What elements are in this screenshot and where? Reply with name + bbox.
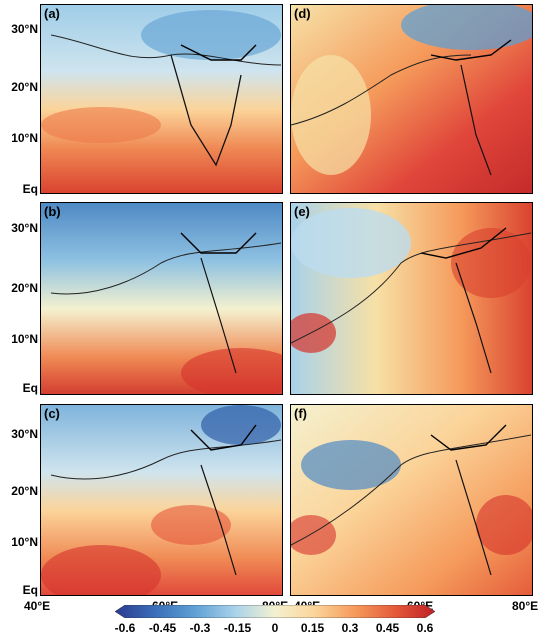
xtick-label: 80°E — [512, 599, 539, 613]
colorbar-tick-label: -0.45 — [148, 621, 177, 635]
colorbar-tick-label: 0.15 — [300, 621, 325, 635]
map-panel-c: (c) — [40, 404, 283, 596]
ytick-label: Eq — [22, 381, 38, 395]
ytick-label: 10°N — [11, 535, 38, 549]
map-panel-e: (e) — [290, 202, 533, 395]
colorbar-tick-label: 0.3 — [341, 621, 359, 635]
ytick-label: 20°N — [11, 484, 38, 498]
ytick-label: 10°N — [11, 332, 38, 346]
map-panel-b: (b) — [40, 202, 283, 395]
ytick-label: 30°N — [11, 221, 38, 235]
panel-label: (a) — [44, 6, 60, 21]
colorbar-tick-label: 0 — [271, 621, 279, 635]
colorbar-tick-label: -0.3 — [189, 621, 211, 635]
map-panel-d: (d) — [290, 4, 533, 194]
ytick-label: Eq — [22, 182, 38, 196]
panel-label: (d) — [294, 6, 311, 21]
ytick-label: 30°N — [11, 427, 38, 441]
map-panel-f: (f) — [290, 404, 533, 596]
ytick-label: 10°N — [11, 131, 38, 145]
ytick-label: Eq — [22, 583, 38, 597]
panel-label: (f) — [294, 406, 307, 421]
colorbar-tick-label: 0.6 — [416, 621, 434, 635]
ytick-label: 30°N — [11, 22, 38, 36]
map-panel-a: (a) — [40, 4, 283, 194]
panel-label: (e) — [294, 204, 310, 219]
colorbar — [114, 604, 436, 619]
colorbar-tick-label: -0.15 — [223, 621, 252, 635]
ytick-label: 20°N — [11, 80, 38, 94]
panel-label: (c) — [44, 406, 60, 421]
colorbar-tick-label: 0.45 — [375, 621, 400, 635]
xtick-label: 40°E — [24, 599, 51, 613]
ytick-label: 20°N — [11, 281, 38, 295]
colorbar-tick-label: -0.6 — [114, 621, 136, 635]
panel-label: (b) — [44, 204, 61, 219]
